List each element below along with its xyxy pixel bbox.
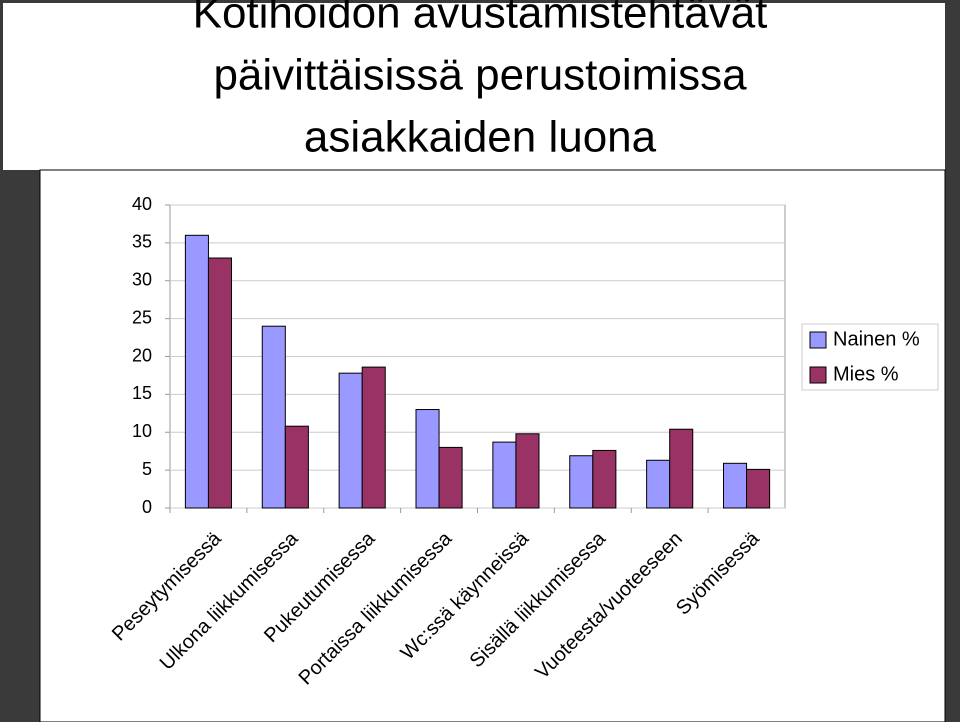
- title-line: päivittäisissä perustoimissa: [213, 51, 747, 100]
- y-tick-label: 0: [142, 497, 152, 517]
- y-tick-label: 5: [142, 459, 152, 479]
- legend-swatch: [809, 366, 827, 384]
- bar: [669, 428, 694, 509]
- bar: [207, 257, 232, 509]
- y-tick-label: 10: [132, 421, 152, 441]
- legend-swatch: [809, 331, 827, 349]
- title-area: [3, 3, 945, 170]
- bar: [515, 433, 540, 509]
- bar: [646, 459, 671, 509]
- y-tick-label: 35: [132, 232, 152, 252]
- bar: [592, 449, 617, 509]
- bar: [415, 409, 440, 509]
- bar: [184, 234, 209, 509]
- bar: [746, 468, 771, 509]
- legend-label: Mies %: [833, 363, 899, 385]
- bar: [569, 455, 594, 509]
- y-tick-label: 25: [132, 307, 152, 327]
- bar: [284, 425, 309, 509]
- bar: [361, 366, 386, 509]
- legend-label: Nainen %: [833, 328, 920, 350]
- y-tick-label: 30: [132, 270, 152, 290]
- bar: [438, 446, 463, 509]
- title-line: Kotihoidon avustamistehtävät: [193, 0, 768, 38]
- bar: [338, 372, 363, 509]
- bar: [723, 462, 748, 509]
- y-tick-label: 40: [132, 194, 152, 214]
- title-line: asiakkaiden luona: [304, 113, 657, 162]
- bar: [492, 441, 517, 509]
- y-tick-label: 15: [132, 383, 152, 403]
- bar: [261, 325, 286, 509]
- y-tick-label: 20: [132, 345, 152, 365]
